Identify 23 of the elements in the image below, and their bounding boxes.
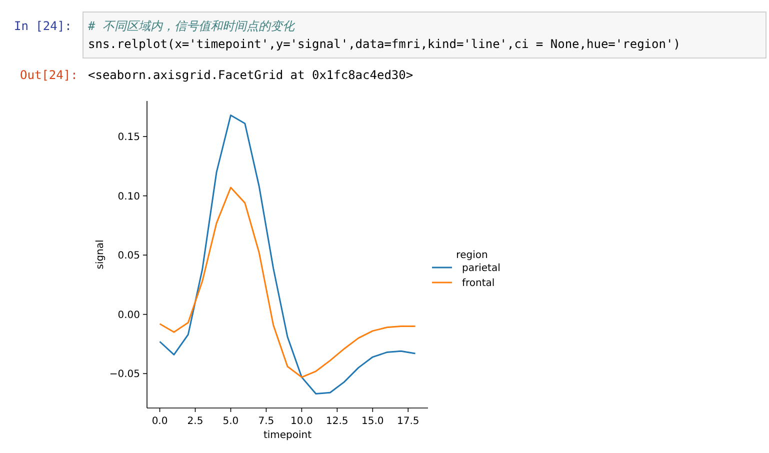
text: Out[24]:: [20, 68, 78, 82]
x-tick-label: 15.0: [362, 416, 384, 427]
x-tick-label: 2.5: [187, 416, 204, 427]
x-tick-label: 5.0: [222, 416, 239, 427]
x-tick-label: 7.5: [258, 416, 274, 427]
x-tick-label: 17.5: [397, 416, 420, 427]
legend-label: frontal: [462, 278, 495, 289]
y-tick-label: 0.10: [118, 191, 140, 202]
text: In [24]:: [14, 19, 72, 33]
y-tick-label: 0.00: [118, 310, 140, 321]
x-axis-title: timepoint: [263, 430, 312, 441]
text: <seaborn.axisgrid.FacetGrid at 0x1fc8ac4ed30>: [88, 68, 414, 82]
y-axis-title: signal: [95, 240, 106, 270]
x-tick-label: 0.0: [152, 416, 168, 427]
y-tick-label: 0.05: [118, 250, 140, 262]
text: sns.relplot(x='timepoint',y='signal',data=fmri,kind='line',ci = None,hue='region'): [88, 37, 680, 51]
x-tick-label: 10.0: [290, 416, 313, 427]
text: # 不同区域内，信号值和时间点的变化: [87, 19, 296, 33]
legend-label: parietal: [462, 263, 500, 274]
y-tick-label: 0.15: [118, 132, 140, 144]
legend-title: region: [456, 250, 488, 261]
x-tick-label: 12.5: [326, 416, 348, 427]
y-tick-label: −0.05: [109, 369, 140, 380]
